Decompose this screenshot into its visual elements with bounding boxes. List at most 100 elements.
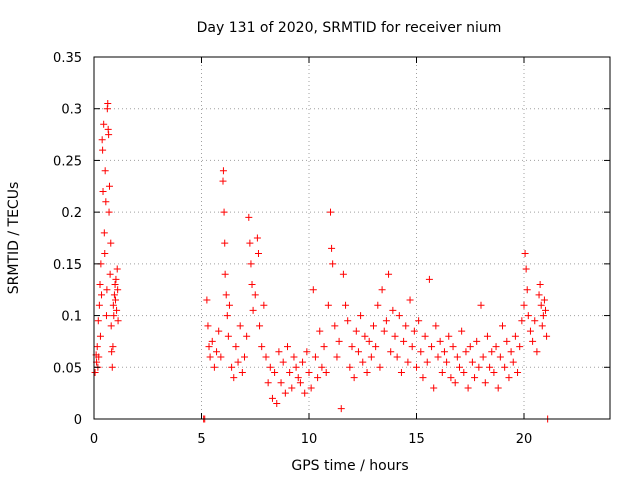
data-point xyxy=(521,250,529,258)
data-point xyxy=(475,363,483,371)
data-point xyxy=(342,301,350,309)
data-point xyxy=(410,327,418,335)
data-point xyxy=(249,306,257,314)
data-point xyxy=(509,358,517,366)
data-point xyxy=(203,296,211,304)
data-point xyxy=(113,306,121,314)
x-tick-label: 0 xyxy=(90,432,98,447)
data-point xyxy=(217,353,225,361)
data-point xyxy=(468,358,476,366)
data-point xyxy=(99,187,107,195)
data-point xyxy=(523,286,531,294)
data-point xyxy=(387,348,395,356)
data-point xyxy=(271,368,279,376)
data-point xyxy=(430,384,438,392)
data-point xyxy=(266,363,274,371)
data-point xyxy=(286,368,294,376)
data-point xyxy=(481,379,489,387)
data-point xyxy=(247,260,255,268)
data-point xyxy=(98,136,106,144)
data-point xyxy=(296,379,304,387)
data-point xyxy=(352,327,360,335)
data-point xyxy=(301,389,309,397)
data-point xyxy=(456,363,463,371)
data-point xyxy=(219,167,227,175)
data-point xyxy=(413,363,420,371)
x-tick-label: 5 xyxy=(197,432,205,447)
data-point xyxy=(440,348,448,356)
data-point xyxy=(204,322,212,330)
data-point xyxy=(533,348,541,356)
data-point xyxy=(397,368,405,376)
data-point xyxy=(256,322,264,330)
data-point xyxy=(113,265,121,273)
data-point xyxy=(105,131,113,139)
data-point xyxy=(538,322,546,330)
data-point xyxy=(462,348,470,356)
data-point xyxy=(213,348,221,356)
data-point xyxy=(354,348,362,356)
data-point xyxy=(536,281,544,289)
data-point xyxy=(327,208,334,216)
data-point xyxy=(535,291,543,299)
data-point xyxy=(391,332,399,340)
data-point xyxy=(389,306,397,314)
data-point xyxy=(110,312,118,320)
data-point xyxy=(477,301,485,309)
data-point xyxy=(210,363,218,371)
data-point xyxy=(241,353,248,361)
data-point xyxy=(292,363,300,371)
data-point xyxy=(99,146,107,154)
data-point xyxy=(539,312,547,320)
data-point xyxy=(359,358,367,366)
data-points xyxy=(91,100,552,423)
data-point xyxy=(408,343,416,351)
data-point xyxy=(114,317,122,325)
data-point xyxy=(311,353,319,361)
data-point xyxy=(328,244,336,252)
data-point xyxy=(458,327,466,335)
data-point xyxy=(219,177,227,185)
data-point xyxy=(273,399,281,407)
y-tick-label: 0 xyxy=(74,413,82,428)
data-point xyxy=(98,291,106,299)
data-point xyxy=(107,322,115,330)
data-point xyxy=(91,368,99,376)
data-point xyxy=(329,260,337,268)
data-point xyxy=(365,337,373,345)
data-point xyxy=(94,317,102,325)
data-point xyxy=(443,358,451,366)
y-tick-label: 0.05 xyxy=(53,361,82,376)
data-point xyxy=(453,353,461,361)
data-point xyxy=(402,322,410,330)
data-point xyxy=(232,343,240,351)
data-point xyxy=(339,270,347,278)
data-point xyxy=(320,343,328,351)
data-point xyxy=(511,332,519,340)
data-point xyxy=(496,353,504,361)
data-point xyxy=(445,332,453,340)
data-point xyxy=(350,374,358,382)
data-point xyxy=(331,322,339,330)
data-point xyxy=(221,239,229,247)
data-point xyxy=(275,348,283,356)
data-point xyxy=(112,275,120,283)
data-point xyxy=(419,374,427,382)
data-point xyxy=(316,327,324,335)
data-point xyxy=(464,384,472,392)
chart-title: Day 131 of 2020, SRMTID for receiver niu… xyxy=(197,20,502,36)
data-point xyxy=(543,332,551,340)
data-point xyxy=(372,343,380,351)
data-point xyxy=(305,368,313,376)
data-point xyxy=(451,379,459,387)
data-point xyxy=(503,337,511,345)
data-point xyxy=(483,332,491,340)
data-point xyxy=(501,363,509,371)
data-point xyxy=(537,301,545,309)
data-point xyxy=(208,337,216,345)
y-tick-label: 0.15 xyxy=(53,258,82,273)
data-point xyxy=(406,296,414,304)
data-point xyxy=(254,250,262,258)
data-point xyxy=(290,353,298,361)
